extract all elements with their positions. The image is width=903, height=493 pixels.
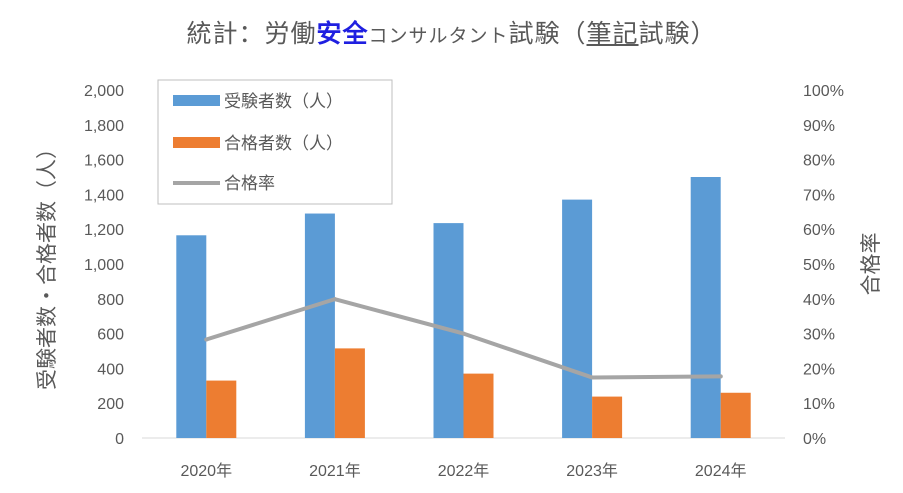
y-tick-label: 2,000 — [84, 83, 124, 100]
bar-passers — [720, 392, 751, 438]
y-tick-label: 400 — [97, 361, 124, 378]
y2-tick-label: 30% — [803, 327, 835, 344]
legend-swatch-passers — [173, 137, 220, 148]
y-tick-label: 800 — [97, 292, 124, 309]
bars — [176, 177, 751, 438]
pass-rate-point — [332, 297, 337, 302]
pass-rate-point — [590, 375, 595, 380]
y2-tick-label: 50% — [803, 257, 835, 274]
bar-passers — [592, 396, 623, 438]
bar-applicants — [562, 199, 593, 438]
legend-label-applicants: 受験者数（人） — [224, 92, 343, 112]
x-tick-label: 2020年 — [180, 462, 232, 480]
x-tick-label: 2021年 — [309, 462, 361, 480]
y-tick-label: 600 — [97, 327, 124, 344]
bar-passers — [206, 380, 237, 438]
y-tick-label: 1,400 — [84, 187, 124, 204]
y-tick-label: 0 — [115, 431, 124, 448]
left-axis-ticks: 0 200 400 600 800 1,000 1,200 1,400 1,600 1,800 2,… — [84, 83, 124, 448]
legend-label-rate: 合格率 — [224, 174, 275, 194]
x-tick-label: 2022年 — [438, 462, 490, 480]
title-part3: 試験（ — [508, 19, 587, 48]
y-tick-label: 1,200 — [84, 222, 124, 239]
x-axis-ticks: 2020年 2021年 2022年 2023年 2024年 — [180, 462, 746, 480]
bar-passers — [334, 348, 365, 438]
y2-axis-label: 合格率 — [859, 233, 883, 296]
pass-rate-point — [461, 331, 466, 336]
rate-line-series — [204, 297, 723, 380]
y2-tick-label: 70% — [803, 187, 835, 204]
title-part4: 試験） — [638, 19, 717, 48]
pass-rate-point — [204, 337, 209, 342]
bar-passers — [463, 373, 494, 438]
x-tick-label: 2023年 — [566, 462, 618, 480]
y2-tick-label: 0% — [803, 431, 826, 448]
y2-tick-label: 90% — [803, 118, 835, 135]
title-part2: コンサルタント — [368, 25, 509, 47]
y2-tick-label: 10% — [803, 396, 835, 413]
title-highlight: 安全 — [316, 19, 369, 48]
y2-tick-label: 20% — [803, 361, 835, 378]
legend-swatch-applicants — [173, 95, 220, 106]
x-tick-label: 2024年 — [695, 462, 747, 480]
y2-tick-label: 100% — [803, 83, 844, 100]
title-underlined: 筆記 — [586, 19, 639, 48]
chart-title: 統計：労働安全コンサルタント試験（筆記試験） — [0, 14, 903, 50]
bar-applicants — [690, 177, 721, 438]
pass-rate-point — [718, 374, 723, 379]
y-tick-label: 1,600 — [84, 153, 124, 170]
legend-label-passers: 合格者数（人） — [224, 134, 343, 154]
bar-applicants — [304, 213, 335, 438]
y2-tick-label: 60% — [803, 222, 835, 239]
y-tick-label: 200 — [97, 396, 124, 413]
y-tick-label: 1,000 — [84, 257, 124, 274]
bar-applicants — [176, 235, 207, 438]
y-tick-label: 1,800 — [84, 118, 124, 135]
y2-tick-label: 80% — [803, 153, 835, 170]
y2-tick-label: 40% — [803, 292, 835, 309]
right-axis-ticks: 0% 10% 20% 30% 40% 50% 60% 70% 80% 90% 100% — [803, 83, 844, 448]
title-part1: 統計：労働 — [186, 19, 317, 48]
legend: 受験者数（人） 合格者数（人） 合格率 — [157, 79, 393, 205]
y-axis-label: 受験者数・合格者数（人） — [35, 138, 59, 390]
